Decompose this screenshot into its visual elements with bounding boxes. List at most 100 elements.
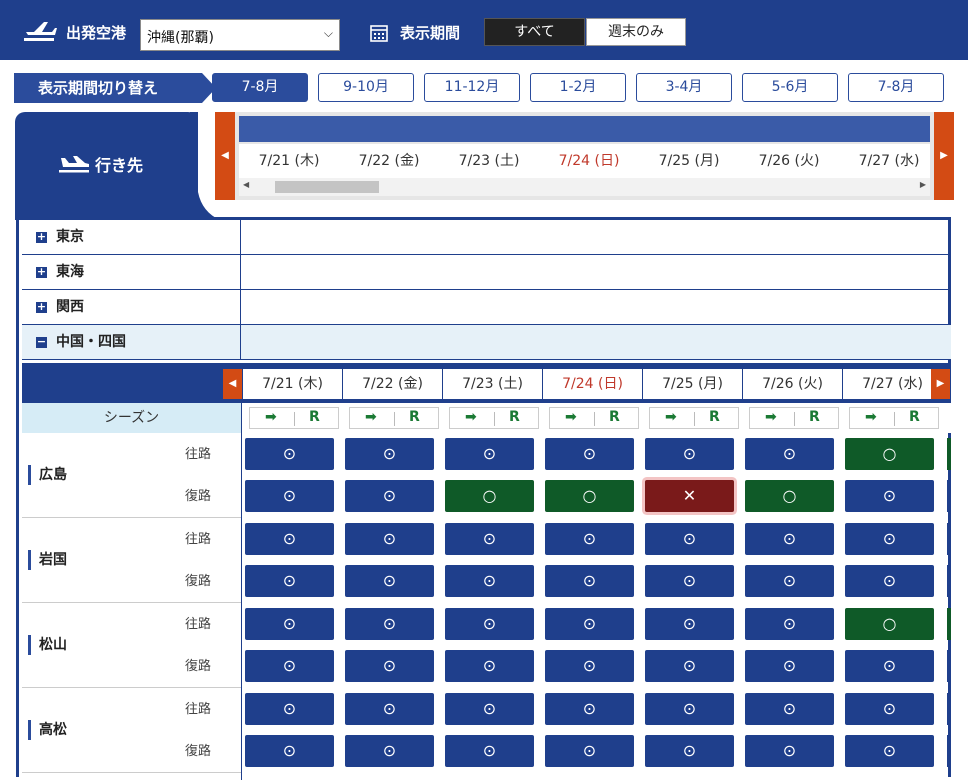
return-availability-button[interactable]: ⊙ bbox=[845, 565, 934, 597]
divider bbox=[294, 412, 295, 426]
next-column-edge bbox=[947, 650, 951, 682]
return-availability-button[interactable]: ○ bbox=[745, 480, 834, 512]
city-row: 高松 往路 復路 bbox=[22, 688, 241, 773]
return-availability-button[interactable]: ⊙ bbox=[545, 650, 634, 682]
outbound-availability-button[interactable]: ⊙ bbox=[745, 608, 834, 640]
return-availability-button[interactable]: ⊙ bbox=[745, 565, 834, 597]
toggle-weekend-button[interactable]: 週末のみ bbox=[586, 18, 686, 46]
outbound-availability-button[interactable]: ⊙ bbox=[845, 523, 934, 555]
next-column-edge bbox=[947, 438, 951, 470]
outbound-availability-button[interactable]: ⊙ bbox=[645, 523, 734, 555]
return-label: 復路 bbox=[184, 744, 211, 759]
period-tab-sep-oct[interactable]: 9-10月 bbox=[318, 73, 414, 102]
period-tab-jul-aug-next[interactable]: 7-8月 bbox=[848, 73, 944, 102]
season-chip: ➡ R bbox=[649, 407, 739, 429]
outbound-availability-button[interactable]: ⊙ bbox=[445, 693, 534, 725]
outbound-availability-button[interactable]: ⊙ bbox=[745, 523, 834, 555]
return-availability-button[interactable]: ⊙ bbox=[845, 480, 934, 512]
outbound-availability-button[interactable]: ○ bbox=[845, 608, 934, 640]
region-label: + 関西 bbox=[22, 290, 241, 324]
outbound-availability-button[interactable]: ⊙ bbox=[445, 523, 534, 555]
outbound-availability-button[interactable]: ⊙ bbox=[845, 693, 934, 725]
outbound-availability-button[interactable]: ⊙ bbox=[245, 693, 334, 725]
departure-airport-select[interactable]: 沖縄(那覇) ⌵ bbox=[140, 19, 340, 51]
return-availability-button[interactable]: ⊙ bbox=[645, 735, 734, 767]
expand-icon: + bbox=[36, 300, 47, 313]
top-next-button[interactable]: ▶ bbox=[934, 112, 954, 200]
outbound-availability-button[interactable]: ⊙ bbox=[545, 608, 634, 640]
return-availability-button[interactable]: ⊙ bbox=[645, 650, 734, 682]
outbound-availability-button[interactable]: ⊙ bbox=[245, 438, 334, 470]
return-availability-button[interactable]: ⊙ bbox=[245, 650, 334, 682]
chevron-down-icon: ⌵ bbox=[323, 26, 333, 40]
arrow-right-icon: ➡ bbox=[365, 409, 377, 425]
date-column-header: 7/27 (水) bbox=[843, 369, 943, 399]
destination-label: 行き先 bbox=[95, 156, 144, 175]
date-column-header: 7/22 (金) bbox=[358, 153, 420, 169]
city-row: 松山 往路 復路 bbox=[22, 603, 241, 688]
return-availability-button[interactable]: ⊙ bbox=[245, 480, 334, 512]
outbound-availability-button[interactable]: ⊙ bbox=[245, 608, 334, 640]
inner-date-row: 7/21 (木) 7/22 (金) 7/23 (土) 7/24 (日) 7/25 (月)… bbox=[243, 369, 943, 399]
outbound-availability-button[interactable]: ○ bbox=[845, 438, 934, 470]
top-scrollbar[interactable]: ◀ ▶ bbox=[239, 178, 930, 196]
outbound-availability-button[interactable]: ⊙ bbox=[345, 523, 434, 555]
region-kansai[interactable]: + 関西 bbox=[22, 290, 951, 325]
return-availability-button[interactable]: ⊙ bbox=[245, 735, 334, 767]
return-availability-button[interactable]: ⊙ bbox=[245, 565, 334, 597]
return-availability-button[interactable]: ⊙ bbox=[545, 565, 634, 597]
outbound-availability-button[interactable]: ⊙ bbox=[345, 608, 434, 640]
outbound-availability-button[interactable]: ⊙ bbox=[345, 438, 434, 470]
return-availability-button[interactable]: ⊙ bbox=[345, 650, 434, 682]
return-availability-button[interactable]: ⊙ bbox=[845, 650, 934, 682]
return-availability-button[interactable]: ⊙ bbox=[745, 735, 834, 767]
outbound-availability-button[interactable]: ⊙ bbox=[545, 523, 634, 555]
season-chip: ➡ R bbox=[749, 407, 839, 429]
destination-header-slope bbox=[190, 112, 220, 220]
scrollbar-thumb[interactable] bbox=[275, 181, 379, 193]
outbound-availability-button[interactable]: ⊙ bbox=[645, 693, 734, 725]
return-availability-button[interactable]: ⊙ bbox=[645, 565, 734, 597]
scroll-right-icon[interactable]: ▶ bbox=[919, 180, 926, 189]
return-availability-button[interactable]: ⊙ bbox=[345, 480, 434, 512]
inner-next-button[interactable]: ▶ bbox=[931, 369, 950, 399]
return-availability-button[interactable]: ○ bbox=[545, 480, 634, 512]
return-availability-button[interactable]: ⊙ bbox=[345, 735, 434, 767]
outbound-availability-button[interactable]: ⊙ bbox=[345, 693, 434, 725]
departure-airport-value: 沖縄(那覇) bbox=[147, 30, 214, 46]
outbound-availability-button[interactable]: ⊙ bbox=[645, 608, 734, 640]
outbound-label: 往路 bbox=[163, 690, 233, 730]
outbound-availability-button[interactable]: ⊙ bbox=[645, 438, 734, 470]
top-prev-button[interactable]: ◀ bbox=[215, 112, 235, 200]
region-tokyo[interactable]: + 東京 bbox=[22, 220, 951, 255]
return-availability-button[interactable]: ⊙ bbox=[445, 650, 534, 682]
outbound-availability-button[interactable]: ⊙ bbox=[445, 608, 534, 640]
return-availability-button[interactable]: ○ bbox=[445, 480, 534, 512]
collapse-icon: − bbox=[36, 335, 47, 348]
return-availability-button[interactable]: ⊙ bbox=[445, 735, 534, 767]
period-tab-jan-feb[interactable]: 1-2月 bbox=[530, 73, 626, 102]
city-name: 松山 bbox=[28, 635, 67, 655]
inner-prev-button[interactable]: ◀ bbox=[223, 369, 242, 399]
return-availability-button[interactable]: ⊙ bbox=[445, 565, 534, 597]
scroll-left-icon[interactable]: ◀ bbox=[243, 180, 250, 189]
return-availability-button[interactable]: ⊙ bbox=[545, 735, 634, 767]
outbound-availability-button[interactable]: ⊙ bbox=[745, 438, 834, 470]
period-tab-jul-aug[interactable]: 7-8月 bbox=[212, 73, 308, 102]
outbound-availability-button[interactable]: ⊙ bbox=[545, 693, 634, 725]
outbound-availability-button[interactable]: ⊙ bbox=[745, 693, 834, 725]
next-column-edge bbox=[947, 735, 951, 767]
return-availability-button[interactable]: ⊙ bbox=[745, 650, 834, 682]
period-tab-may-jun[interactable]: 5-6月 bbox=[742, 73, 838, 102]
region-tokai[interactable]: + 東海 bbox=[22, 255, 951, 290]
outbound-availability-button[interactable]: ⊙ bbox=[245, 523, 334, 555]
return-availability-button[interactable]: ⊙ bbox=[345, 565, 434, 597]
return-availability-button[interactable]: ✕ bbox=[645, 480, 734, 512]
period-tab-nov-dec[interactable]: 11-12月 bbox=[424, 73, 520, 102]
region-chugoku-shikoku[interactable]: − 中国・四国 bbox=[22, 325, 951, 360]
toggle-all-button[interactable]: すべて bbox=[484, 18, 585, 46]
period-tab-mar-apr[interactable]: 3-4月 bbox=[636, 73, 732, 102]
outbound-availability-button[interactable]: ⊙ bbox=[445, 438, 534, 470]
outbound-availability-button[interactable]: ⊙ bbox=[545, 438, 634, 470]
return-availability-button[interactable]: ⊙ bbox=[845, 735, 934, 767]
